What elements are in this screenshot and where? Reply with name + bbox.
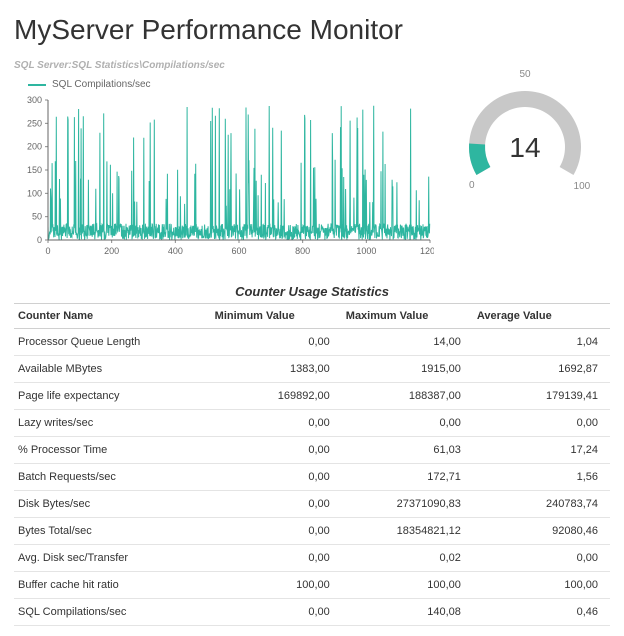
legend-swatch bbox=[28, 84, 46, 86]
legend-label: SQL Compilations/sec bbox=[52, 79, 151, 90]
table-row: Available MBytes1383,001915,001692,87 bbox=[14, 356, 610, 383]
chart-legend: SQL Compilations/sec bbox=[28, 79, 438, 90]
top-row: SQL Server:SQL Statistics\Compilations/s… bbox=[14, 60, 610, 266]
svg-text:400: 400 bbox=[168, 246, 183, 256]
table-row: Processor Queue Length0,0014,001,04 bbox=[14, 329, 610, 356]
svg-text:14: 14 bbox=[509, 132, 540, 163]
cell-counter-name: Page life expectancy bbox=[14, 383, 211, 410]
chart-wrap: 0 50 100 150 200 250 300 0 200 400 600 800 1000 1200 bbox=[14, 96, 438, 266]
cell-max: 0,02 bbox=[342, 545, 473, 572]
col-avg: Average Value bbox=[473, 304, 610, 329]
table-header-row: Counter Name Minimum Value Maximum Value… bbox=[14, 304, 610, 329]
svg-text:250: 250 bbox=[27, 118, 42, 128]
cell-min: 100,00 bbox=[211, 572, 342, 599]
cell-max: 18354821,12 bbox=[342, 518, 473, 545]
table-row: Avg. Disk sec/Transfer0,000,020,00 bbox=[14, 545, 610, 572]
svg-text:100: 100 bbox=[27, 188, 42, 198]
table-row: SQL Compilations/sec0,00140,080,46 bbox=[14, 599, 610, 626]
cell-avg: 1692,87 bbox=[473, 356, 610, 383]
table-title: Counter Usage Statistics bbox=[14, 284, 610, 299]
cell-avg: 0,00 bbox=[473, 545, 610, 572]
svg-text:50: 50 bbox=[519, 69, 531, 80]
svg-text:1200: 1200 bbox=[420, 246, 434, 256]
cell-counter-name: Buffer cache hit ratio bbox=[14, 572, 211, 599]
svg-text:0: 0 bbox=[45, 246, 50, 256]
cell-min: 0,00 bbox=[211, 599, 342, 626]
svg-text:150: 150 bbox=[27, 165, 42, 175]
cell-avg: 179139,41 bbox=[473, 383, 610, 410]
cell-min: 0,00 bbox=[211, 464, 342, 491]
col-counter-name: Counter Name bbox=[14, 304, 211, 329]
page-title: MyServer Performance Monitor bbox=[14, 14, 610, 46]
cell-max: 1915,00 bbox=[342, 356, 473, 383]
cell-max: 188387,00 bbox=[342, 383, 473, 410]
svg-text:200: 200 bbox=[27, 142, 42, 152]
col-min: Minimum Value bbox=[211, 304, 342, 329]
cell-counter-name: Lazy writes/sec bbox=[14, 410, 211, 437]
cell-max: 100,00 bbox=[342, 572, 473, 599]
cell-avg: 1,56 bbox=[473, 464, 610, 491]
cell-min: 0,00 bbox=[211, 518, 342, 545]
svg-text:800: 800 bbox=[295, 246, 310, 256]
table-row: Batch Requests/sec0,00172,711,56 bbox=[14, 464, 610, 491]
cell-max: 0,00 bbox=[342, 410, 473, 437]
cell-avg: 100,00 bbox=[473, 572, 610, 599]
cell-avg: 0,46 bbox=[473, 599, 610, 626]
cell-counter-name: Batch Requests/sec bbox=[14, 464, 211, 491]
svg-text:1000: 1000 bbox=[356, 246, 376, 256]
cell-avg: 240783,74 bbox=[473, 491, 610, 518]
cell-counter-name: Avg. Disk sec/Transfer bbox=[14, 545, 211, 572]
table-row: Lazy writes/sec0,000,000,00 bbox=[14, 410, 610, 437]
cell-avg: 17,24 bbox=[473, 437, 610, 464]
cell-counter-name: % Processor Time bbox=[14, 437, 211, 464]
cell-min: 0,00 bbox=[211, 437, 342, 464]
cell-counter-name: Processor Queue Length bbox=[14, 329, 211, 356]
gauge-panel: 14 0 50 100 bbox=[450, 60, 610, 216]
cell-max: 172,71 bbox=[342, 464, 473, 491]
table-row: Bytes Total/sec0,0018354821,1292080,46 bbox=[14, 518, 610, 545]
col-max: Maximum Value bbox=[342, 304, 473, 329]
table-row: Disk Bytes/sec0,0027371090,83240783,74 bbox=[14, 491, 610, 518]
svg-text:600: 600 bbox=[231, 246, 246, 256]
table-row: Page life expectancy169892,00188387,0017… bbox=[14, 383, 610, 410]
svg-text:0: 0 bbox=[37, 235, 42, 245]
cell-counter-name: SQL Compilations/sec bbox=[14, 599, 211, 626]
table-row: Buffer cache hit ratio100,00100,00100,00 bbox=[14, 572, 610, 599]
svg-text:0: 0 bbox=[469, 180, 475, 191]
cell-max: 61,03 bbox=[342, 437, 473, 464]
cell-min: 0,00 bbox=[211, 545, 342, 572]
stats-table: Counter Name Minimum Value Maximum Value… bbox=[14, 303, 610, 626]
cell-max: 14,00 bbox=[342, 329, 473, 356]
cell-min: 169892,00 bbox=[211, 383, 342, 410]
cell-max: 27371090,83 bbox=[342, 491, 473, 518]
cell-counter-name: Disk Bytes/sec bbox=[14, 491, 211, 518]
cell-counter-name: Available MBytes bbox=[14, 356, 211, 383]
cell-min: 0,00 bbox=[211, 329, 342, 356]
cell-min: 0,00 bbox=[211, 491, 342, 518]
gauge: 14 0 50 100 bbox=[450, 66, 600, 216]
cell-min: 1383,00 bbox=[211, 356, 342, 383]
svg-text:300: 300 bbox=[27, 96, 42, 105]
chart-subtitle: SQL Server:SQL Statistics\Compilations/s… bbox=[14, 60, 438, 71]
chart-panel: SQL Server:SQL Statistics\Compilations/s… bbox=[14, 60, 438, 266]
cell-avg: 92080,46 bbox=[473, 518, 610, 545]
cell-avg: 1,04 bbox=[473, 329, 610, 356]
line-chart: 0 50 100 150 200 250 300 0 200 400 600 800 1000 1200 bbox=[14, 96, 434, 266]
cell-max: 140,08 bbox=[342, 599, 473, 626]
svg-text:50: 50 bbox=[32, 212, 42, 222]
cell-avg: 0,00 bbox=[473, 410, 610, 437]
cell-min: 0,00 bbox=[211, 410, 342, 437]
svg-text:200: 200 bbox=[104, 246, 119, 256]
table-row: % Processor Time0,0061,0317,24 bbox=[14, 437, 610, 464]
cell-counter-name: Bytes Total/sec bbox=[14, 518, 211, 545]
svg-text:100: 100 bbox=[574, 181, 591, 192]
